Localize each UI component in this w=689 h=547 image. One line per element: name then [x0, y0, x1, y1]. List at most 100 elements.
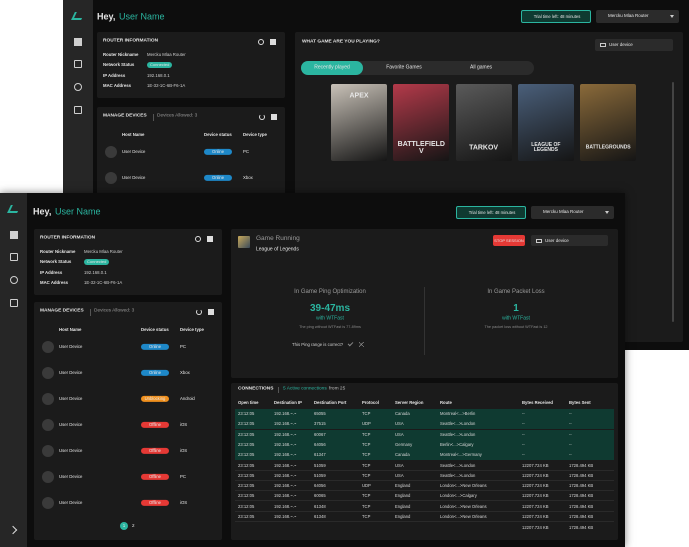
device-type: iOS [180, 447, 188, 453]
cell: 12207.724 KB [522, 503, 549, 509]
cell: -- [569, 410, 572, 416]
nav-icon[interactable] [9, 253, 18, 261]
cell: 23:12:05 [238, 482, 255, 488]
cell: -- [522, 421, 525, 427]
total-cell: 1728.494 KB [569, 524, 594, 530]
cell: England [395, 503, 411, 509]
info-label: IP Address [103, 72, 126, 78]
column-header: Open time [238, 399, 259, 405]
nav-icon[interactable] [9, 276, 18, 284]
collapse-icon[interactable] [8, 525, 17, 535]
device-status: Online [141, 369, 169, 377]
devices-panel: MANAGE DEVICES Devices Allowed: 3 Host Nam… [97, 107, 285, 197]
trial-button[interactable]: Trial time left: 48 minutes [521, 10, 591, 23]
cell: London<...>New Orleans [440, 482, 487, 488]
tab[interactable]: All games [451, 61, 511, 75]
nav-icon[interactable] [74, 38, 82, 46]
cell: TCP [362, 503, 371, 509]
panel-title: CONNECTIONS [238, 386, 274, 392]
info-label: MAC Address [40, 279, 69, 285]
cell: TCP [362, 410, 371, 416]
device-select[interactable]: User device [595, 39, 673, 51]
cell: 64056 [314, 482, 326, 488]
game-cover[interactable]: TARKOV [455, 84, 512, 161]
column-header: Destination Port [314, 399, 347, 405]
cell: TCP [362, 431, 371, 437]
status-pill: Connected [147, 62, 173, 69]
cell: 37515 [314, 421, 326, 427]
router-select[interactable]: Mercku Mlaa Router [531, 206, 614, 219]
cell: 192.168.~.~ [274, 441, 297, 447]
router-select[interactable]: Mercku Mlaa Router [596, 10, 679, 23]
router-select-text: Mercku Mlaa Router [608, 12, 649, 18]
device-name: User Device [122, 148, 146, 154]
cell: 12207.724 KB [522, 462, 549, 468]
add-icon[interactable] [207, 236, 213, 242]
game-cover[interactable]: BATTLEGROUNDS [580, 84, 637, 161]
confirm-icon[interactable] [347, 340, 354, 347]
cell: 192.168.~.~ [274, 462, 297, 468]
table-row [235, 450, 614, 461]
device-status: Online [141, 343, 169, 351]
router-select-text: Mercku Mlaa Router [543, 208, 584, 214]
stop-button[interactable]: STOP SESSION [493, 235, 525, 246]
page-number[interactable]: 2 [132, 522, 135, 528]
cell: London<...>Calgary [440, 493, 477, 499]
refresh-icon[interactable] [259, 114, 265, 120]
cell: 12207.724 KB [522, 493, 549, 499]
table-row [235, 471, 614, 481]
add-icon[interactable] [270, 39, 276, 45]
info-value: 1E-32-1C-6B-F6-1A [84, 279, 123, 285]
trial-text: Trial time left: 48 minutes [468, 209, 516, 215]
divider [278, 387, 279, 393]
tab[interactable]: Favorite Games [365, 61, 443, 75]
tab[interactable]: Recently played [301, 61, 363, 75]
cell: 192.168.~.~ [274, 410, 297, 416]
edit-icon[interactable] [195, 236, 201, 242]
device-status: Online [204, 174, 232, 182]
page-button[interactable]: 1 [120, 522, 128, 530]
page-number: 1 [122, 522, 126, 528]
cell: UDP [362, 421, 371, 427]
add-icon[interactable] [271, 114, 277, 120]
device-icon [42, 367, 54, 379]
devices-allowed: Devices Allowed: 3 [94, 308, 135, 314]
device-type: PC [180, 343, 186, 349]
nav-icon[interactable] [74, 83, 82, 91]
edit-icon[interactable] [258, 39, 264, 45]
info-label: Network Status [103, 62, 135, 68]
table-row [235, 409, 614, 419]
active-connections: 5 Active connections [283, 386, 327, 392]
column-header: Host Name [59, 326, 82, 332]
column-header: Bytes Sent [569, 399, 591, 405]
device-status: Offline [141, 447, 169, 455]
panel-title: ROUTER INFORMATION [40, 235, 96, 241]
reject-icon[interactable] [359, 342, 364, 347]
device-name: User Device [59, 499, 83, 505]
game-cover[interactable]: BATTLEFIELD V [393, 84, 450, 161]
trial-button[interactable]: Trial time left: 48 minutes [456, 206, 526, 219]
device-type: iOS [180, 421, 188, 427]
device-name: User Device [59, 343, 83, 349]
info-value: 192.168.0.1 [147, 72, 170, 78]
device-icon [536, 238, 542, 243]
game-cover[interactable]: LEAGUE OF LEGENDS [517, 84, 574, 161]
add-icon[interactable] [208, 309, 214, 315]
game-icon [238, 236, 250, 248]
nav-icon[interactable] [74, 60, 82, 68]
nav-icon[interactable] [9, 299, 18, 307]
refresh-icon[interactable] [196, 309, 202, 315]
device-type: PC [243, 148, 249, 154]
nav-icon[interactable] [74, 106, 82, 114]
table-row [235, 429, 614, 440]
game-cover[interactable]: APEX [331, 84, 387, 161]
cell: 23:12:05 [238, 503, 255, 509]
cell: Canada [395, 410, 410, 416]
column-header: Device status [141, 326, 169, 332]
cell: England [395, 493, 411, 499]
column-header: Route [440, 399, 452, 405]
status-pill: Connected [84, 259, 110, 266]
nav-icon[interactable] [9, 231, 18, 239]
device-select[interactable]: User device [531, 235, 608, 246]
divider [424, 287, 425, 355]
